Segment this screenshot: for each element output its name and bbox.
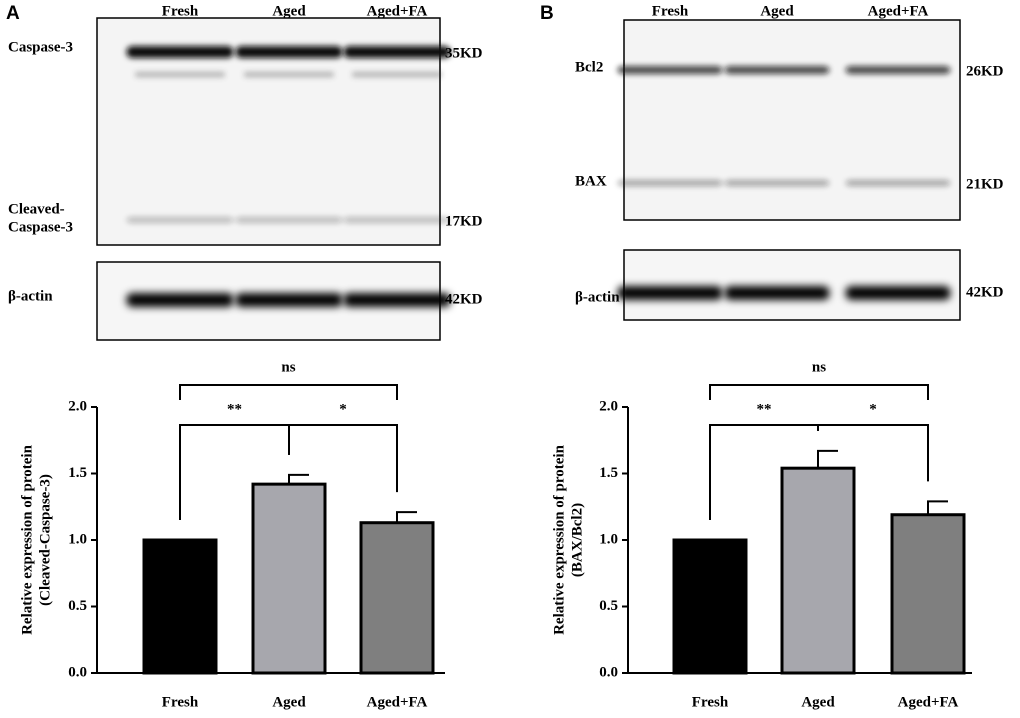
y-tick-label: 1.5 [68,465,87,481]
y-tick-label: 0.0 [599,664,618,680]
x-tick-label: Aged [801,694,835,710]
band [343,293,451,307]
blot-frame [623,249,961,321]
band [126,46,234,58]
lane-label: Aged+FA [367,3,428,19]
significance-bracket [817,424,929,482]
size-label: 26KD [966,63,1004,79]
band [126,217,234,223]
band [244,72,334,77]
bar [359,521,435,675]
bar [890,513,966,675]
band [845,66,951,74]
y-tick-label: 0.5 [599,598,618,614]
band [235,293,343,307]
significance-label: * [869,401,877,417]
band [352,72,442,77]
y-axis-label: Relative expression of protein [551,444,567,635]
band [617,66,723,74]
band [724,66,830,74]
y-tick-label: 1.5 [599,465,618,481]
significance-label: * [339,401,347,417]
band [845,286,951,300]
significance-bracket [179,384,398,400]
significance-bracket [288,424,398,493]
lane-label: Aged [272,3,306,19]
protein-label: β-actin [8,288,53,304]
size-label: 21KD [966,176,1004,192]
error-bar [817,449,838,469]
significance-label: ** [227,401,242,417]
band [617,180,723,186]
significance-bracket [709,384,929,400]
y-tick-label: 2.0 [599,398,618,414]
x-tick-label: Aged [272,694,306,710]
band [617,286,723,300]
size-label: 42KD [966,284,1004,300]
x-tick-label: Fresh [692,694,729,710]
bar [672,538,748,675]
protein-label: Cleaved- [8,201,65,217]
significance-label: ns [281,359,295,375]
protein-label: Caspase-3 [8,39,73,55]
protein-label: Bcl2 [575,59,603,75]
protein-label: BAX [575,173,607,189]
y-tick-label: 1.0 [68,531,87,547]
band [845,180,951,186]
protein-label: β-actin [575,289,620,305]
y-axis-label: Relative expression of protein [19,444,35,635]
error-bar [396,511,417,523]
y-axis-label: (Cleaved-Caspase-3) [37,474,53,606]
band [126,293,234,307]
lane-label: Aged [760,3,794,19]
band [724,180,830,186]
size-label: 35KD [445,45,483,61]
y-tick-label: 0.5 [68,598,87,614]
lane-label: Aged+FA [868,3,929,19]
y-tick-label: 1.0 [599,531,618,547]
bar [251,482,327,675]
significance-label: ** [757,401,772,417]
protein-label: Caspase-3 [8,219,73,235]
error-bar [927,500,948,515]
significance-label: ns [812,359,826,375]
lane-label: Fresh [652,3,689,19]
band [235,46,343,58]
size-label: 42KD [445,291,483,307]
blot-frame [623,19,961,221]
y-axis-label: (BAX/Bcl2) [569,503,585,577]
y-tick-label: 2.0 [68,398,87,414]
band [135,72,225,77]
band [343,46,451,58]
band [343,217,451,223]
band [724,286,830,300]
x-tick-label: Fresh [162,694,199,710]
size-label: 17KD [445,213,483,229]
band [235,217,343,223]
bar [780,466,856,675]
x-tick-label: Aged+FA [367,694,428,710]
y-tick-label: 0.0 [68,664,87,680]
panel-letter: B [540,3,554,24]
panel-letter: A [6,3,20,24]
error-bar [288,473,309,485]
lane-label: Fresh [162,3,199,19]
bar [142,538,218,675]
x-tick-label: Aged+FA [898,694,959,710]
